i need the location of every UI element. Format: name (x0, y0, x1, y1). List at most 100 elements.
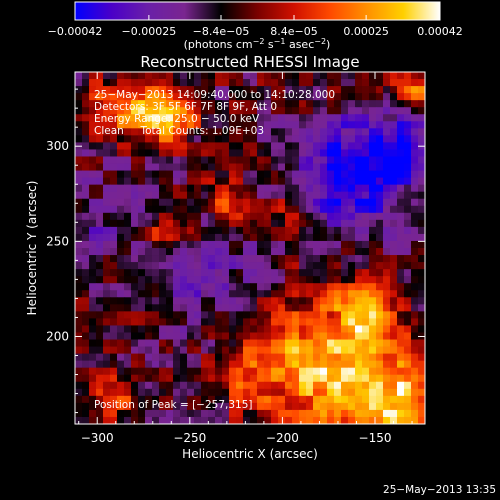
heatmap-cell (348, 184, 356, 193)
heatmap-cell (390, 233, 398, 242)
heatmap-cell (320, 255, 328, 263)
heatmap-cell (145, 381, 153, 390)
heatmap-cell (222, 353, 230, 362)
heatmap-cell (201, 156, 209, 164)
heatmap-cell (383, 248, 391, 256)
heatmap-cell (173, 233, 181, 242)
heatmap-cell (152, 205, 160, 214)
heatmap-cell (229, 360, 237, 369)
heatmap-cell (320, 226, 328, 235)
heatmap-cell (348, 121, 356, 129)
heatmap-cell (152, 240, 160, 249)
heatmap-cell (341, 107, 349, 115)
heatmap-cell (306, 346, 314, 354)
heatmap-cell (369, 248, 377, 256)
heatmap-cell (236, 198, 244, 207)
heatmap-cell (278, 79, 286, 87)
heatmap-cell (222, 262, 230, 270)
heatmap-cell (341, 184, 349, 193)
heatmap-cell (180, 177, 188, 186)
heatmap-cell (299, 184, 307, 193)
heatmap-cell (320, 311, 328, 319)
heatmap-cell (117, 381, 125, 390)
heatmap-cell (264, 248, 272, 256)
heatmap-cell (313, 283, 321, 291)
heatmap-cell (250, 121, 258, 129)
heatmap-cell (292, 374, 300, 383)
heatmap-cell (215, 86, 223, 94)
heatmap-cell (215, 416, 223, 425)
heatmap-cell (411, 304, 419, 312)
heatmap-cell (222, 156, 230, 164)
heatmap-cell (145, 107, 153, 115)
heatmap-cell (243, 262, 251, 270)
heatmap-cell (208, 226, 216, 235)
heatmap-cell (82, 100, 90, 108)
heatmap-cell (131, 346, 139, 354)
heatmap-cell (327, 100, 335, 108)
heatmap-cell (355, 311, 363, 319)
heatmap-cell (222, 128, 230, 136)
heatmap-cell (362, 297, 370, 305)
heatmap-cell (313, 276, 321, 284)
heatmap-cell (327, 93, 335, 101)
heatmap-cell (264, 240, 272, 249)
heatmap-cell (222, 233, 230, 242)
heatmap-cell (390, 135, 398, 143)
heatmap-cell (131, 100, 139, 108)
heatmap-cell (159, 86, 167, 94)
heatmap-cell (411, 170, 419, 178)
heatmap-cell (320, 163, 328, 171)
x-tick-label: −250 (173, 431, 206, 445)
heatmap-cell (285, 86, 293, 94)
heatmap-cell (89, 381, 97, 390)
heatmap-cell (257, 198, 265, 207)
x-axis-ticks: −300 −250 −200 −150 (78, 72, 413, 445)
energy-range-text: Energy Range: 25.0 − 50.0 keV (94, 113, 260, 125)
heatmap-cell (138, 72, 146, 80)
heatmap-cell (250, 240, 258, 249)
heatmap-cell (341, 212, 349, 221)
heatmap-cell (250, 142, 258, 150)
heatmap-cell (362, 346, 370, 354)
heatmap-cell (271, 262, 279, 270)
heatmap-cell (180, 339, 188, 347)
heatmap-cell (152, 381, 160, 390)
heatmap-cell (376, 283, 384, 291)
heatmap-cell (89, 325, 97, 333)
heatmap-cell (418, 86, 426, 94)
heatmap-cell (166, 248, 174, 256)
heatmap-cell (313, 388, 321, 397)
heatmap-cell (383, 388, 391, 397)
heatmap-cell (159, 142, 167, 150)
heatmap-cell (229, 72, 237, 80)
heatmap-cell (124, 248, 132, 256)
heatmap-cell (194, 100, 202, 108)
heatmap-cell (257, 262, 265, 270)
heatmap-cell (313, 233, 321, 242)
heatmap-cell (264, 226, 272, 235)
heatmap-cell (215, 121, 223, 129)
heatmap-cell (355, 416, 363, 425)
heatmap-cell (180, 346, 188, 354)
heatmap-cell (334, 416, 342, 425)
heatmap-cell (103, 297, 111, 305)
heatmap-cell (173, 367, 181, 376)
heatmap-cell (313, 135, 321, 143)
heatmap-cell (418, 360, 426, 369)
heatmap-cell (355, 346, 363, 354)
y-tick-label: 300 (46, 139, 69, 153)
heatmap-cell (222, 402, 230, 411)
heatmap-cell (117, 72, 125, 80)
heatmap-cell (152, 367, 160, 376)
heatmap-cell (166, 163, 174, 171)
heatmap-cell (355, 184, 363, 193)
heatmap-cell (285, 367, 293, 376)
heatmap-cell (194, 191, 202, 200)
heatmap-cell (236, 381, 244, 390)
heatmap-cell (348, 325, 356, 333)
heatmap-cell (75, 226, 83, 235)
heatmap-cell (124, 276, 132, 284)
heatmap-cell (334, 346, 342, 354)
heatmap-cell (243, 219, 251, 228)
